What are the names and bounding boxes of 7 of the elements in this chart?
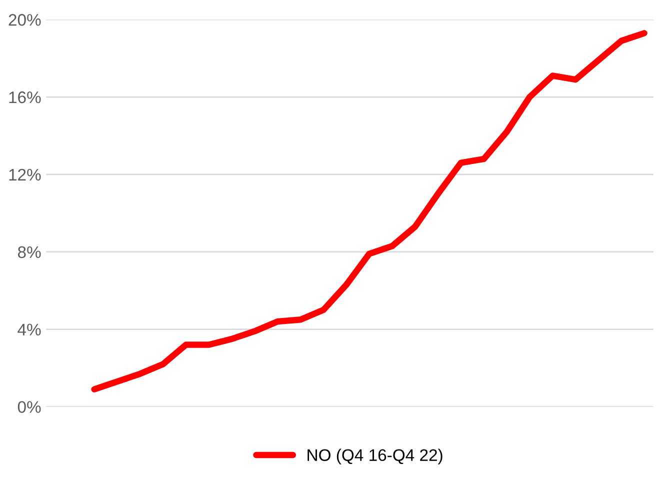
y-tick-label: 8% bbox=[18, 246, 41, 258]
y-tick-label: 12% bbox=[9, 168, 41, 181]
y-tick-label: 0% bbox=[18, 401, 41, 413]
y-tick-label: 4% bbox=[18, 324, 41, 336]
y-tick-label: 20% bbox=[8, 14, 41, 26]
legend-label: NO (Q4 16-Q4 22) bbox=[308, 448, 442, 464]
y-tick-label: 16% bbox=[9, 91, 41, 104]
